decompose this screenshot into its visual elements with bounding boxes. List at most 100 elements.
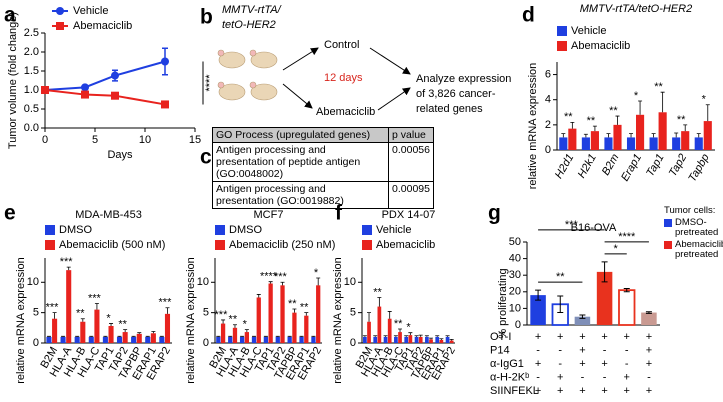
significance: * [614,243,619,255]
y-tick-label: 6 [545,68,551,80]
outcome: of 3,826 cancer- [416,88,496,100]
error-bar [418,334,423,337]
cell: 0.00095 [388,181,434,209]
condition-value: + [646,358,652,370]
legend-swatch [45,225,55,235]
bar [220,323,226,343]
bar [150,333,156,343]
panel-letter: c [200,146,212,169]
condition-label: SIINFEKL [490,385,539,397]
bar [435,336,440,343]
error-bar [561,133,566,138]
y-tick-label: 2.0 [24,46,39,58]
bar [367,321,371,343]
diagram-title: tetO-HER2 [222,19,276,31]
error-bar [80,318,85,322]
diagram-title: MMTV-rtTA/ [222,4,282,16]
significance: ** [373,286,382,298]
significance: ** [556,271,565,283]
bar [559,137,568,150]
table-row: Antigen processing and presentation of p… [211,142,434,182]
significance: ** [300,302,309,314]
arrow [377,87,411,111]
cell: Antigen processing and presentation (GO:… [211,181,390,209]
point [161,100,169,109]
bar [445,336,450,343]
point [41,86,49,94]
arrow [282,47,319,71]
bar [122,332,128,343]
bar [299,336,304,343]
y-axis-label: relative mRNA expression [15,257,27,384]
y-tick-label: 0 [203,337,209,349]
error-bar [61,335,66,337]
error-bar [424,335,429,337]
bar [116,336,123,343]
error-bar [651,133,656,138]
significance: ** [288,298,297,310]
legend-swatch [362,225,372,235]
header-cell: GO Process (upregulated genes) [211,127,390,143]
bar [439,339,444,343]
error-bar [109,323,114,326]
y-axis-label: Tumor volume (fold change) [7,12,19,149]
legend-label: Abemaciclib [376,239,435,251]
condition-value: + [601,385,607,397]
chart-title: B16-OVA [571,222,617,234]
x-tick-label: 10 [139,134,151,146]
error-bar [393,335,398,337]
error-bar [75,335,80,337]
bar [581,137,590,150]
bar [316,285,321,343]
condition-value: + [535,331,541,343]
error-bar [268,281,273,284]
bar [159,336,165,343]
error-bar [660,91,665,113]
error-bar [429,337,434,340]
point [111,91,119,100]
significance: *** [274,271,288,283]
legend-label: Abemaciclib [73,20,132,32]
error-bar [280,281,285,286]
error-bar [435,335,440,337]
significance: ** [677,114,686,126]
bar [425,336,429,343]
point [81,83,89,92]
bar [681,131,690,150]
panel-letter: g [488,202,501,225]
bar [164,313,171,343]
condition-value: + [646,344,652,356]
y-tick-label: 1.5 [24,65,39,77]
y-tick-label: 2 [545,119,551,131]
point [161,57,169,66]
x-tick-label: H2d1 [553,152,577,181]
legend-swatch [215,225,225,235]
y-tick-label: 5 [350,307,356,319]
error-bar [387,311,392,319]
error-bar [638,100,643,115]
legend-swatch [362,240,372,250]
outcome: related genes [416,103,483,115]
arm-label: Abemaciclib [316,106,375,118]
y-tick-label: 0 [545,144,551,156]
error-bar [414,335,419,337]
error-bar [592,125,597,132]
table-header: GO Process (upregulated genes) p value [211,127,434,143]
significance: ** [564,111,573,123]
condition-value: - [558,344,562,356]
bar [590,131,599,150]
bar [251,336,257,343]
condition-value: - [581,371,585,383]
significance: ** [118,319,127,331]
error-bar [696,133,701,138]
legend: Tumor cells: DMSO-pretreatedAbemaciclib-… [664,206,723,260]
error-bar [159,335,164,337]
y-tick-label: 20 [509,286,521,298]
y-tick-label: 2.5 [24,27,39,39]
error-bar [316,277,321,286]
condition-value: + [557,371,563,383]
bar [239,336,245,343]
table-row: Antigen processing and presentation (GO:… [211,181,434,209]
condition-value: + [557,331,563,343]
arrow [369,47,411,75]
